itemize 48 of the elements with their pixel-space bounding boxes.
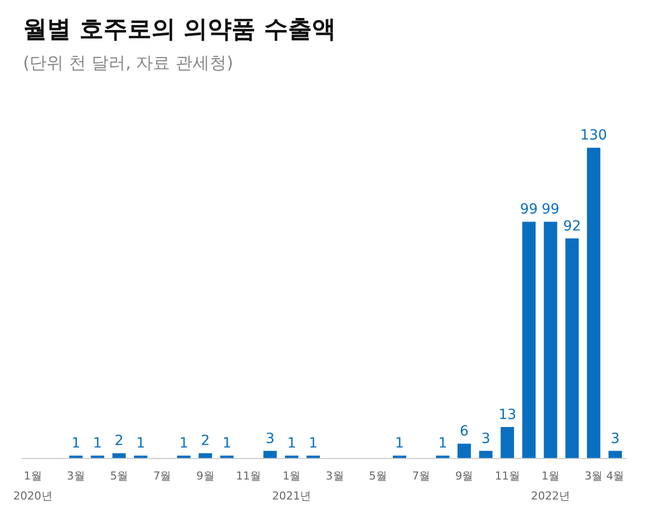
data-label: 1 bbox=[438, 436, 448, 452]
x-tick-label: 5월 bbox=[368, 470, 387, 482]
x-tick-label: 1월 2021년 bbox=[272, 470, 312, 502]
bar bbox=[112, 453, 126, 458]
bar bbox=[608, 450, 622, 458]
data-label: 99 bbox=[520, 202, 538, 218]
bar bbox=[479, 450, 492, 458]
x-tick-label: 1월 2022년 bbox=[531, 470, 570, 502]
x-tick-label: 4월 bbox=[606, 470, 624, 482]
data-label: 1 bbox=[93, 436, 102, 452]
data-label: 6 bbox=[460, 424, 469, 440]
data-label: 1 bbox=[136, 436, 146, 452]
data-label: 1 bbox=[287, 436, 296, 452]
bar bbox=[263, 450, 277, 458]
data-label: 130 bbox=[580, 128, 608, 144]
x-tick-label: 11월 bbox=[494, 470, 520, 482]
data-label: 1 bbox=[395, 436, 404, 452]
data-label: 1 bbox=[308, 436, 318, 452]
data-label: 3 bbox=[610, 430, 620, 447]
bar bbox=[500, 426, 514, 458]
data-label: 2 bbox=[114, 433, 124, 450]
data-label: 92 bbox=[563, 218, 581, 234]
bar bbox=[522, 222, 536, 458]
x-tick-label: 3월 bbox=[326, 470, 344, 482]
x-tick-label: 3월 bbox=[584, 470, 603, 482]
data-label: 3 bbox=[266, 430, 275, 447]
x-tick-label: 11월 bbox=[236, 470, 261, 482]
data-label: 3 bbox=[481, 430, 490, 447]
bar bbox=[458, 444, 471, 458]
bar bbox=[586, 148, 600, 458]
data-label: 2 bbox=[200, 433, 210, 450]
data-label: 1 bbox=[179, 436, 188, 452]
bar bbox=[198, 453, 212, 458]
data-label: 1 bbox=[71, 436, 80, 452]
bar bbox=[565, 238, 579, 458]
x-tick-label: 9월 bbox=[196, 470, 214, 482]
data-label: 13 bbox=[498, 406, 516, 423]
x-tick-label: 5월 bbox=[110, 470, 128, 482]
data-label: 1 bbox=[222, 436, 232, 452]
x-tick-label: 7월 bbox=[412, 470, 430, 482]
x-tick-label: 3월 bbox=[66, 470, 85, 482]
chart-title: 월별 호주로의 의약품 수출액 bbox=[23, 15, 336, 43]
chart-subtitle: (단위 천 달러, 자료 관세청) bbox=[23, 54, 234, 74]
bar bbox=[544, 222, 558, 458]
data-label: 99 bbox=[542, 202, 560, 218]
x-tick-label: 7월 bbox=[153, 470, 172, 482]
x-tick-label: 1월 2020년 bbox=[13, 470, 52, 502]
x-tick-label: 9월 bbox=[455, 470, 474, 482]
